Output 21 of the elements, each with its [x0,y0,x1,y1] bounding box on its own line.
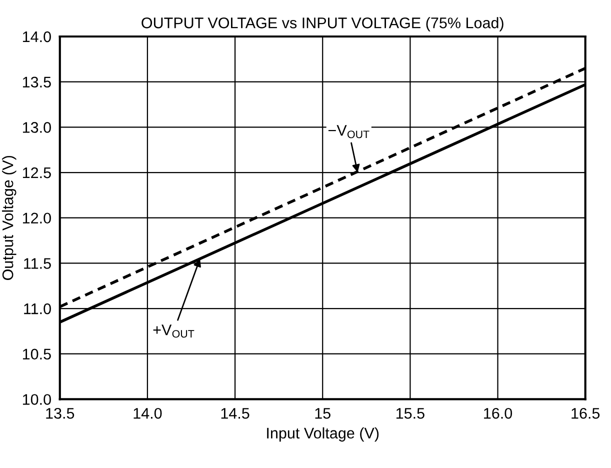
y-tick-label: 12.0 [22,212,51,224]
x-tick-label: 16.5 [572,408,600,419]
x-tick-label: 15 [315,408,330,419]
y-tick-label: 10.0 [22,394,51,405]
y-tick-label: 12.5 [22,167,51,178]
chart-title: OUTPUT VOLTAGE vs INPUT VOLTAGE (75% Load) [142,17,504,32]
x-tick-label: 13.5 [46,408,74,419]
y-tick-label: 10.5 [22,348,51,360]
y-tick-label: 13.0 [22,122,51,133]
y-axis-title: Output Voltage (V) [2,156,16,280]
y-tick-label: 13.5 [22,76,51,88]
y-tick-label: 11.0 [24,303,51,314]
x-tick-label: 15.5 [396,408,424,419]
y-tick-label: 14.0 [22,31,51,42]
x-axis-title: Input Voltage (V) [267,427,379,442]
annotation: −V$_{OUT}$ [328,125,370,138]
x-tick-label: 16.0 [484,408,512,419]
x-tick-label: 14.0 [134,408,162,419]
y-tick-label: 11.5 [24,258,51,269]
annotation: +V$_{OUT}$ [153,324,194,338]
x-tick-label: 14.5 [221,408,250,419]
